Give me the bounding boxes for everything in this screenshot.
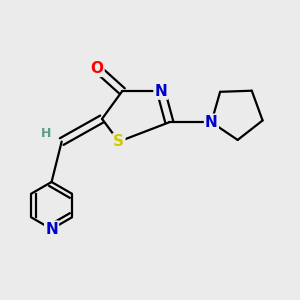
Text: N: N xyxy=(45,222,58,237)
Text: N: N xyxy=(154,84,167,99)
Text: S: S xyxy=(113,134,124,149)
Text: O: O xyxy=(91,61,103,76)
Text: H: H xyxy=(41,127,52,140)
Text: N: N xyxy=(205,115,218,130)
